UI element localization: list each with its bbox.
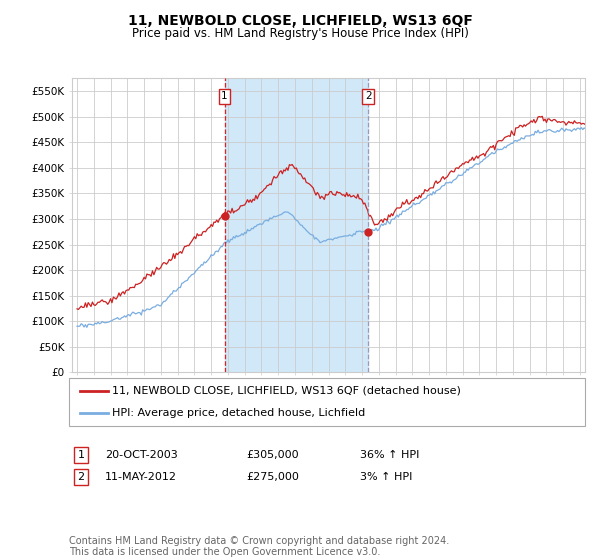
Text: 1: 1: [77, 450, 85, 460]
Text: 11-MAY-2012: 11-MAY-2012: [105, 472, 177, 482]
Text: HPI: Average price, detached house, Lichfield: HPI: Average price, detached house, Lich…: [112, 408, 365, 418]
Text: 11, NEWBOLD CLOSE, LICHFIELD, WS13 6QF: 11, NEWBOLD CLOSE, LICHFIELD, WS13 6QF: [128, 14, 472, 28]
Text: 3% ↑ HPI: 3% ↑ HPI: [360, 472, 412, 482]
Text: 1: 1: [221, 91, 228, 101]
Text: 11, NEWBOLD CLOSE, LICHFIELD, WS13 6QF (detached house): 11, NEWBOLD CLOSE, LICHFIELD, WS13 6QF (…: [112, 386, 461, 396]
Text: £305,000: £305,000: [246, 450, 299, 460]
Text: 2: 2: [365, 91, 371, 101]
Text: 2: 2: [77, 472, 85, 482]
Bar: [224, 78, 368, 372]
Text: 20-OCT-2003: 20-OCT-2003: [105, 450, 178, 460]
Text: Contains HM Land Registry data © Crown copyright and database right 2024.
This d: Contains HM Land Registry data © Crown c…: [69, 535, 449, 557]
Text: Price paid vs. HM Land Registry's House Price Index (HPI): Price paid vs. HM Land Registry's House …: [131, 27, 469, 40]
Text: £275,000: £275,000: [246, 472, 299, 482]
Text: 36% ↑ HPI: 36% ↑ HPI: [360, 450, 419, 460]
